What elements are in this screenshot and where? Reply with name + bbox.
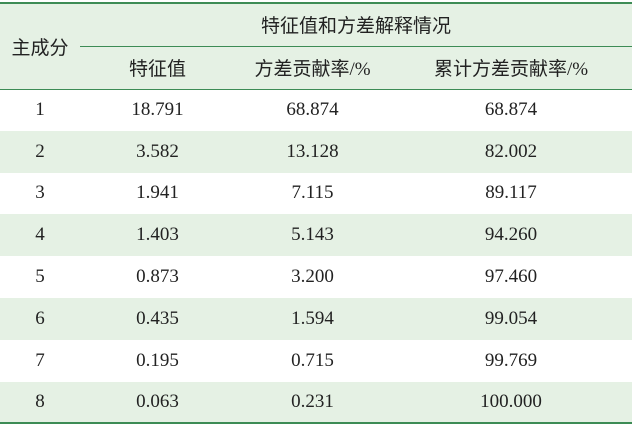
table-cell: 68.874 [484, 99, 538, 121]
table-cell: 7.115 [291, 182, 334, 204]
table-cell: 5 [35, 266, 45, 288]
table-cell: 5.143 [291, 224, 334, 246]
table-row: 6 0.435 1.594 99.054 [0, 297, 632, 340]
table-cell: 1.403 [136, 224, 179, 246]
table-cell: 0.715 [291, 349, 334, 371]
header-cell: 特征值 [128, 59, 186, 80]
header-cell: 主成分 [11, 37, 69, 59]
table-cell: 4 [35, 224, 45, 246]
table-cell: 94.260 [484, 224, 538, 246]
table-cell: 0.063 [136, 390, 179, 412]
table-cell: 6 [35, 307, 45, 329]
table-cell: 0.873 [136, 266, 179, 288]
table-cell: 89.117 [485, 182, 537, 204]
table-cell: 1.594 [291, 307, 334, 329]
table-row: 4 1.403 5.143 94.260 [0, 214, 632, 257]
table-cell: 3 [35, 182, 45, 204]
table-cell: 0.435 [136, 307, 179, 329]
table-row: 1 18.791 68.874 68.874 [0, 89, 632, 131]
table-cell: 8 [35, 390, 45, 412]
table-cell: 99.769 [484, 349, 538, 371]
header-row: 特征值 方差贡献率/% 累计方差贡献率/% [0, 46, 632, 89]
table-cell: 7 [35, 349, 45, 371]
table-cell: 0.195 [136, 349, 179, 371]
table-cell: 3.582 [136, 140, 179, 162]
table-cell: 13.128 [286, 140, 339, 162]
table-cell: 0.231 [291, 390, 334, 412]
table-cell: 2 [35, 140, 45, 162]
table-cell: 1.941 [136, 182, 179, 204]
table-row: 8 0.063 0.231 100.000 [0, 381, 632, 424]
table-row: 2 3.582 13.128 82.002 [0, 130, 632, 173]
header-cell: 方差贡献率/% [254, 59, 371, 80]
table-cell: 1 [35, 99, 45, 121]
table-row: 7 0.195 0.715 99.769 [0, 340, 632, 382]
header-cell: 累计方差贡献率/% [433, 59, 589, 80]
table-cell: 18.791 [131, 99, 184, 121]
table-header: 主成分 特征值和方差解释情况 特征值 方差贡献率/% 累计方差贡献率/% [0, 3, 632, 89]
table-cell: 68.874 [286, 99, 339, 121]
group-header: 特征值和方差解释情况 [80, 3, 632, 47]
table-row: 5 0.873 3.200 97.460 [0, 256, 632, 298]
table-row: 3 1.941 7.115 89.117 [0, 173, 632, 215]
table-cell: 97.460 [484, 266, 538, 288]
table-cell: 100.000 [480, 390, 542, 412]
table-cell: 82.002 [484, 140, 538, 162]
table-cell: 3.200 [291, 266, 334, 288]
table-cell: 99.054 [484, 307, 538, 329]
table-body: 1 18.791 68.874 68.874 2 3.582 13.128 82.002 3 1.… [0, 89, 632, 424]
header-row: 主成分 特征值和方差解释情况 [0, 3, 632, 59]
